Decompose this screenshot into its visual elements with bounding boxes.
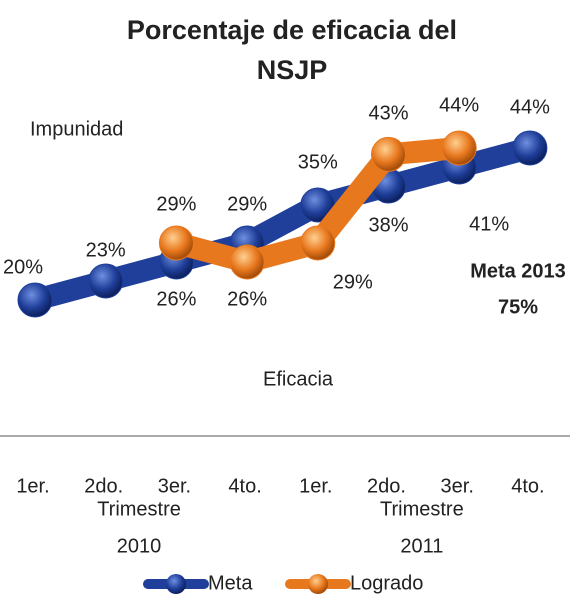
value-label: 43%: [368, 103, 408, 125]
value-label: 26%: [156, 288, 196, 310]
value-label: 29%: [227, 193, 267, 215]
x-tick-label: 3er.: [158, 475, 191, 497]
value-label: 35%: [298, 151, 338, 173]
group-label: Trimestre: [380, 498, 464, 520]
annotation: Meta 2013: [470, 260, 566, 282]
group-label: 2011: [400, 535, 443, 557]
value-label: 23%: [86, 239, 126, 261]
value-label: 29%: [333, 271, 373, 293]
value-label: 44%: [439, 94, 479, 116]
value-label: 26%: [227, 288, 267, 310]
group-label: 2010: [117, 535, 162, 557]
value-label: 29%: [156, 193, 196, 215]
x-tick-label: 2do.: [367, 475, 406, 497]
marker: [158, 225, 194, 261]
x-tick-label: 4to.: [511, 475, 544, 497]
legend-marker: [308, 574, 328, 594]
value-label: 38%: [368, 214, 408, 236]
annotation: 75%: [498, 296, 538, 318]
x-tick-label: 4to.: [228, 475, 261, 497]
legend-label: Meta: [208, 572, 253, 594]
marker: [441, 130, 477, 166]
group-label: Trimestre: [97, 498, 181, 520]
value-label: 41%: [469, 213, 509, 235]
x-tick-label: 1er.: [16, 475, 49, 497]
marker: [229, 244, 265, 280]
marker: [512, 130, 548, 166]
chart-title: Porcentaje de eficacia del: [127, 15, 457, 45]
x-tick-label: 1er.: [299, 475, 332, 497]
legend-label: Logrado: [350, 572, 423, 594]
marker: [300, 225, 336, 261]
annotation: Eficacia: [263, 368, 334, 390]
x-tick-label: 3er.: [441, 475, 474, 497]
value-label: 44%: [510, 96, 550, 118]
marker: [88, 263, 124, 299]
annotation: Impunidad: [30, 118, 123, 140]
value-label: 20%: [3, 256, 43, 278]
legend-marker: [166, 574, 186, 594]
x-tick-label: 2do.: [84, 475, 123, 497]
marker: [371, 136, 406, 172]
marker: [17, 282, 53, 318]
chart-subtitle: NSJP: [257, 55, 328, 85]
